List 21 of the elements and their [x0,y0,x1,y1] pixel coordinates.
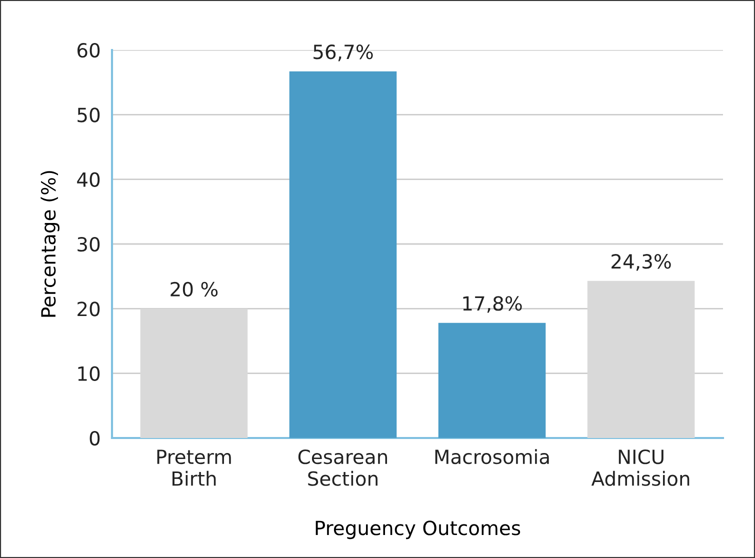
y-axis-title: Percentage (%) [40,171,60,317]
y-tick-label: 40 [77,172,100,187]
x-tick-label: Cesarean Section [298,449,388,486]
data-label: 20 % [170,282,218,297]
data-label: 24,3% [612,254,671,271]
data-label: 56,7% [314,44,373,62]
x-tick-label: NICU Admission [591,449,690,486]
y-tick-label: 60 [78,42,100,58]
bar [140,308,248,438]
y-tick-label: 10 [78,366,100,381]
x-tick-label: Preterm Birth [157,450,231,486]
y-tick-label: 30 [78,236,100,252]
x-tick-label: Macrosomia [435,449,549,464]
bar [438,322,546,438]
x-axis-title: Preguency Outcomes [316,520,520,540]
bar [587,280,695,438]
bar [289,71,397,438]
data-label: 17,8% [463,296,522,313]
y-tick-label: 50 [78,108,100,122]
y-tick-label: 0 [90,430,100,446]
y-tick-label: 20 [78,302,100,316]
